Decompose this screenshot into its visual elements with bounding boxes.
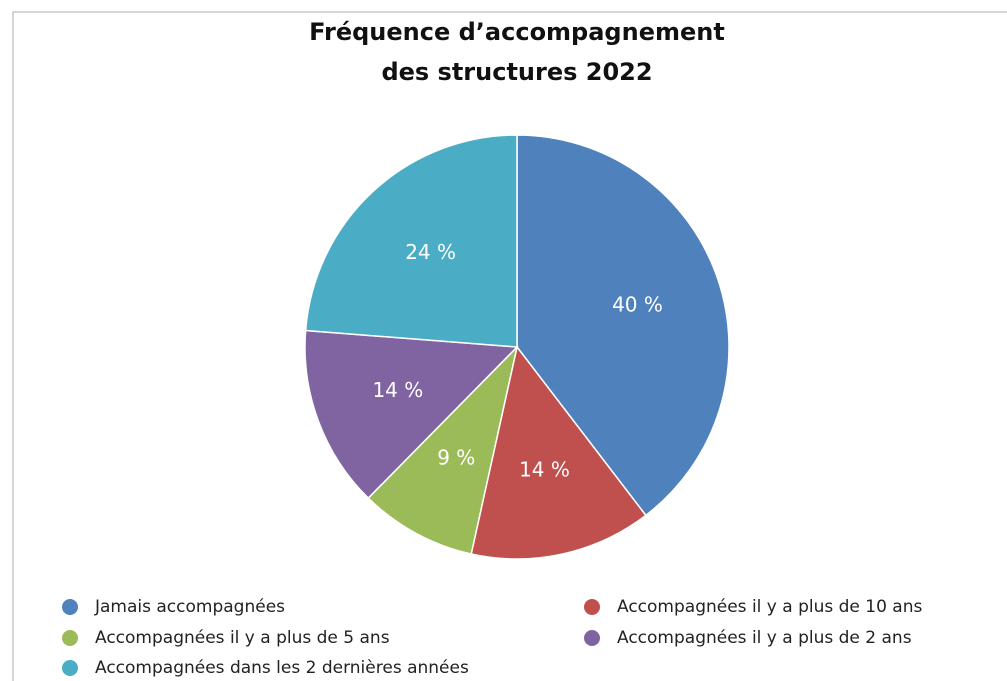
legend-label: Accompagnées il y a plus de 10 ans [617, 597, 923, 617]
chart-title: Fréquence d’accompagnement [309, 18, 725, 46]
slice-label: 14 % [372, 378, 423, 402]
pie-slice [470, 345, 647, 560]
slice-label: 9 % [437, 445, 475, 469]
legend-swatch [62, 660, 78, 676]
legend-swatch [584, 599, 600, 615]
pie-slice [304, 134, 518, 348]
legend-label: Accompagnées il y a plus de 2 ans [617, 628, 912, 648]
legend-swatch [62, 599, 78, 615]
chart-title: des structures 2022 [381, 58, 652, 86]
pie-slice [304, 329, 519, 500]
legend-swatch [62, 630, 78, 646]
legend-swatch [584, 630, 600, 646]
legend-label: Accompagnées dans les 2 dernières années [95, 658, 469, 678]
slice-label: 14 % [519, 458, 570, 482]
slice-label: 24 % [405, 240, 456, 264]
legend-label: Jamais accompagnées [94, 597, 285, 617]
pie-slice [367, 344, 519, 555]
legend-label: Accompagnées il y a plus de 5 ans [95, 628, 390, 648]
pie-slice [516, 134, 730, 517]
slice-label: 40 % [612, 293, 663, 317]
